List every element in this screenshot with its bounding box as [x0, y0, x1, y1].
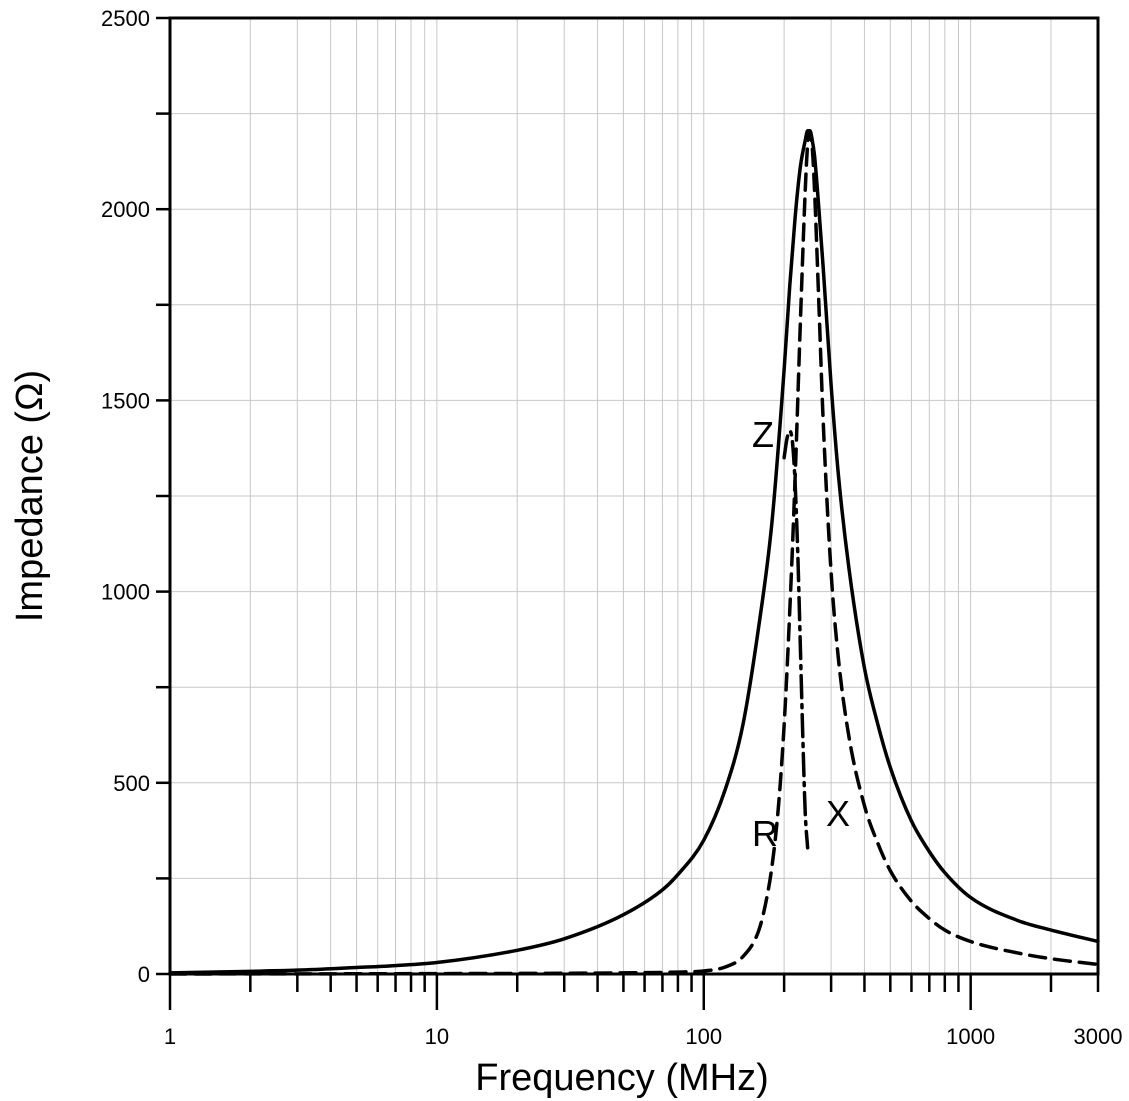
- x-tick-label: 100: [685, 1024, 722, 1049]
- series-r-line: [168, 130, 1100, 976]
- x-tick-label: 10: [425, 1024, 449, 1049]
- curves: [168, 129, 1100, 976]
- x-tick-label: 1000: [946, 1024, 995, 1049]
- y-tick-label: 2000: [101, 197, 150, 222]
- series-x-line: [782, 429, 810, 850]
- y-tick-label: 1500: [101, 388, 150, 413]
- grid-lines: [169, 17, 1099, 975]
- tick-labels: 1 10 100 1000 3000 0 500 1000 1500 2000 2500: [101, 6, 1122, 1049]
- y-axis-title: Impedance (Ω): [9, 370, 51, 622]
- x-axis-title: Frequency (MHz): [475, 1057, 769, 1099]
- series-z-line: [168, 129, 1100, 975]
- y-tick-label: 500: [113, 771, 150, 796]
- y-tick-label: 2500: [101, 6, 150, 31]
- series-label-x: X: [826, 793, 850, 834]
- y-tick-label: 1000: [101, 580, 150, 605]
- tick-marks: [156, 16, 1100, 1010]
- series-label-z: Z: [752, 414, 774, 455]
- x-tick-label: 1: [164, 1024, 176, 1049]
- y-tick-label: 0: [138, 962, 150, 987]
- series-label-r: R: [752, 813, 778, 854]
- x-tick-label: 3000: [1074, 1024, 1123, 1049]
